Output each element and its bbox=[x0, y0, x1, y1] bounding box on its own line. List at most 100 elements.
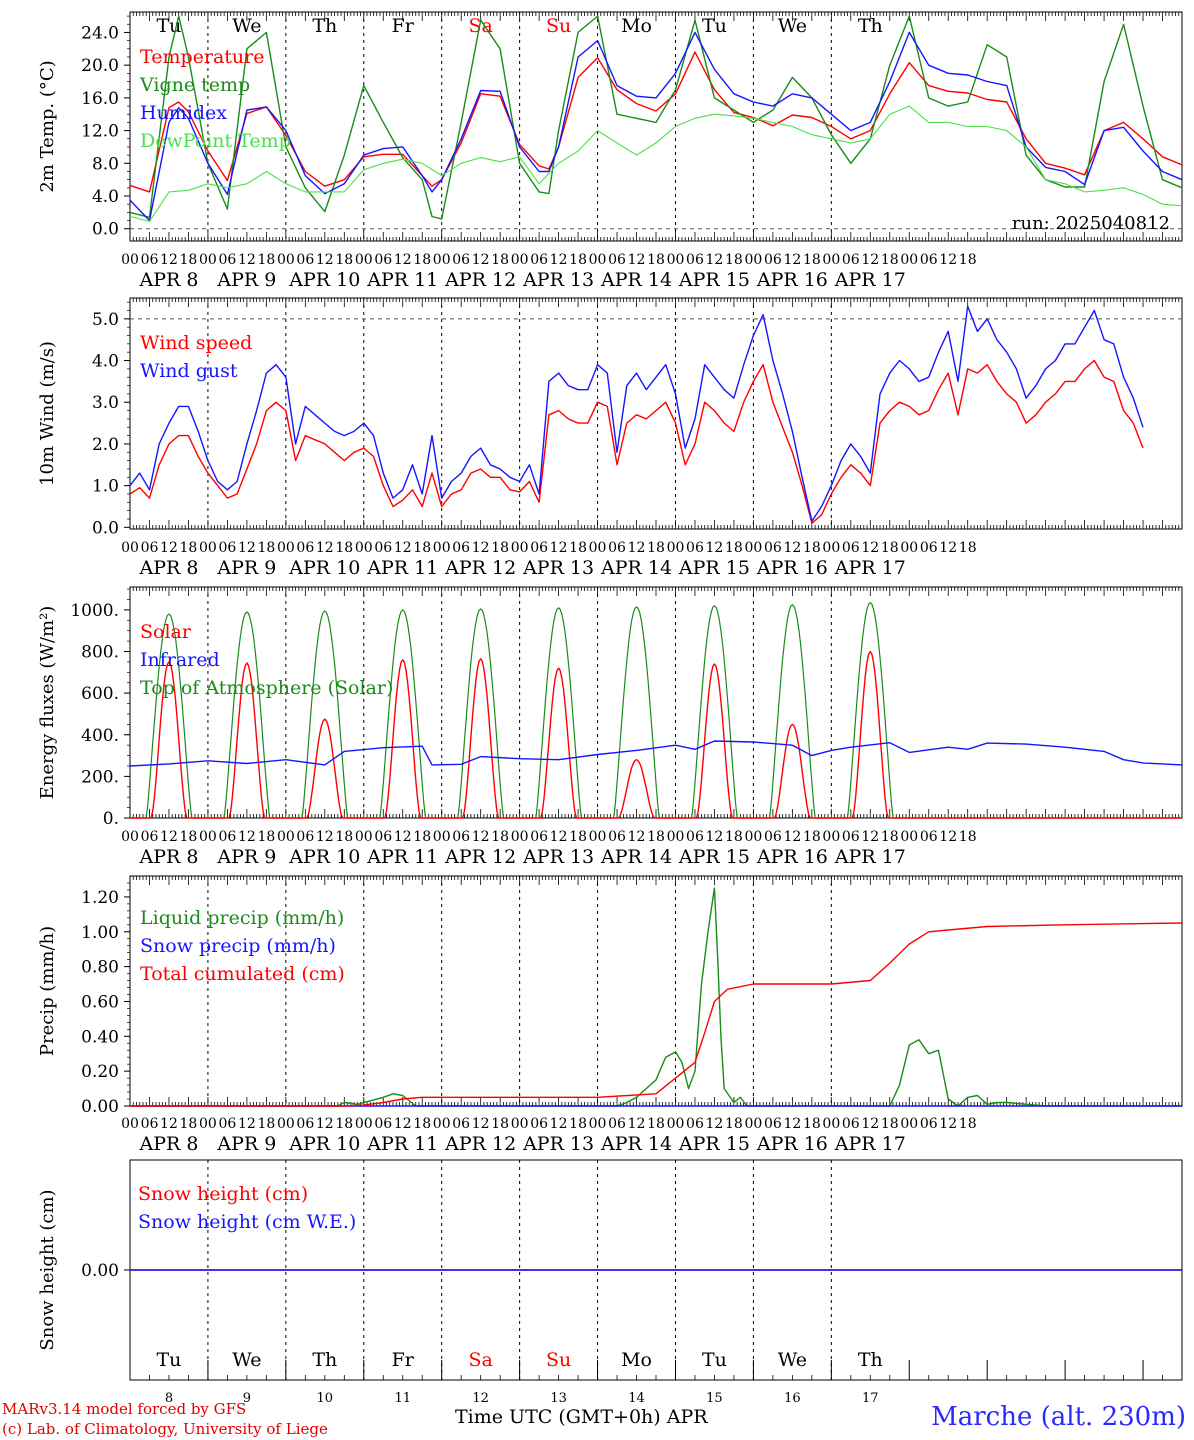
y-tick-label: 0.40 bbox=[81, 1027, 119, 1047]
hour-tick-label: 18 bbox=[647, 252, 665, 268]
hour-tick-label: 06 bbox=[764, 540, 782, 556]
date-label: APR 14 bbox=[600, 1133, 672, 1155]
day-number-label: 12 bbox=[472, 1391, 489, 1406]
hour-tick-label: 18 bbox=[725, 252, 743, 268]
y-tick-label: 0.80 bbox=[81, 958, 119, 978]
hour-tick-label: 00 bbox=[511, 1116, 529, 1132]
hour-tick-label: 06 bbox=[374, 829, 392, 845]
hour-tick-label: 00 bbox=[589, 829, 607, 845]
hour-tick-label: 06 bbox=[530, 829, 548, 845]
hour-tick-label: 06 bbox=[218, 1116, 236, 1132]
hour-tick-label: 06 bbox=[218, 540, 236, 556]
hour-tick-label: 12 bbox=[939, 1116, 957, 1132]
hour-tick-label: 12 bbox=[861, 252, 879, 268]
hour-tick-label: 12 bbox=[939, 540, 957, 556]
hour-tick-label: 12 bbox=[706, 829, 724, 845]
hour-tick-label: 06 bbox=[842, 1116, 860, 1132]
date-label: APR 12 bbox=[444, 557, 516, 579]
hour-tick-label: 00 bbox=[589, 540, 607, 556]
hour-tick-label: 18 bbox=[413, 540, 431, 556]
date-label: APR 15 bbox=[678, 557, 750, 579]
hour-tick-label: 18 bbox=[569, 540, 587, 556]
date-label: APR 14 bbox=[600, 557, 672, 579]
date-label: APR 8 bbox=[138, 1133, 198, 1155]
day-of-week-label: Tu bbox=[157, 1349, 182, 1371]
hour-tick-label: 18 bbox=[725, 1116, 743, 1132]
hour-tick-label: 18 bbox=[491, 829, 509, 845]
series-humidex bbox=[129, 31, 1183, 222]
hour-tick-label: 12 bbox=[394, 829, 412, 845]
hour-tick-label: 12 bbox=[706, 252, 724, 268]
hour-tick-label: 00 bbox=[589, 1116, 607, 1132]
y-tick-label: 200. bbox=[81, 767, 119, 787]
y-tick-label: 2.0 bbox=[92, 435, 119, 455]
day-of-week-label: Th bbox=[312, 15, 337, 37]
hour-tick-label: 00 bbox=[744, 252, 762, 268]
hour-tick-label: 12 bbox=[628, 829, 646, 845]
hour-tick-label: 18 bbox=[257, 829, 275, 845]
date-label: APR 16 bbox=[756, 557, 828, 579]
hour-tick-label: 06 bbox=[686, 1116, 704, 1132]
hour-tick-label: 18 bbox=[881, 829, 899, 845]
hour-tick-label: 00 bbox=[744, 1116, 762, 1132]
date-label: APR 13 bbox=[522, 846, 594, 868]
hour-tick-label: 18 bbox=[335, 1116, 353, 1132]
hour-tick-label: 06 bbox=[530, 540, 548, 556]
hour-tick-label: 06 bbox=[530, 1116, 548, 1132]
date-label: APR 10 bbox=[288, 846, 360, 868]
date-label: APR 11 bbox=[366, 557, 438, 579]
series-vigne-temp bbox=[129, 15, 1183, 220]
date-label: APR 10 bbox=[288, 269, 360, 291]
series-liquid-precip-mm-h bbox=[130, 887, 1182, 1107]
hour-tick-label: 00 bbox=[744, 540, 762, 556]
y-tick-label: 1.20 bbox=[81, 888, 119, 908]
date-label: APR 13 bbox=[522, 269, 594, 291]
hour-tick-label: 12 bbox=[316, 829, 334, 845]
y-tick-label: 600. bbox=[81, 684, 119, 704]
hour-tick-label: 12 bbox=[706, 1116, 724, 1132]
legend-wind-gust: Wind gust bbox=[140, 360, 238, 382]
hour-tick-label: 00 bbox=[433, 540, 451, 556]
hour-tick-label: 18 bbox=[881, 252, 899, 268]
y-tick-label: 12.0 bbox=[81, 122, 119, 142]
hour-tick-label: 18 bbox=[725, 540, 743, 556]
hour-tick-label: 12 bbox=[160, 252, 178, 268]
hour-tick-label: 00 bbox=[900, 829, 918, 845]
hour-tick-label: 12 bbox=[550, 829, 568, 845]
hour-tick-label: 06 bbox=[296, 540, 314, 556]
date-label: APR 12 bbox=[444, 269, 516, 291]
hour-tick-label: 00 bbox=[667, 252, 685, 268]
hour-tick-label: 06 bbox=[296, 252, 314, 268]
hour-tick-label: 18 bbox=[257, 540, 275, 556]
series-solar bbox=[130, 650, 1182, 819]
date-label: APR 13 bbox=[522, 1133, 594, 1155]
day-number-label: 15 bbox=[706, 1391, 723, 1406]
hour-tick-label: 18 bbox=[569, 1116, 587, 1132]
hour-tick-label: 12 bbox=[160, 540, 178, 556]
hour-tick-label: 18 bbox=[647, 1116, 665, 1132]
series-dewpoint-temp bbox=[129, 105, 1183, 222]
hour-tick-label: 12 bbox=[783, 252, 801, 268]
y-tick-label: 0.00 bbox=[81, 1097, 119, 1117]
hour-tick-label: 00 bbox=[199, 829, 217, 845]
credit-model: MARv3.14 model forced by GFS bbox=[2, 1400, 247, 1418]
hour-tick-label: 18 bbox=[569, 252, 587, 268]
hour-tick-label: 18 bbox=[959, 829, 977, 845]
hour-tick-label: 06 bbox=[920, 829, 938, 845]
hour-tick-label: 12 bbox=[238, 1116, 256, 1132]
day-number-label: 16 bbox=[784, 1391, 801, 1406]
hour-tick-label: 12 bbox=[783, 1116, 801, 1132]
hour-tick-label: 00 bbox=[900, 1116, 918, 1132]
date-label: APR 8 bbox=[138, 557, 198, 579]
date-label: APR 17 bbox=[834, 1133, 906, 1155]
hour-tick-label: 18 bbox=[803, 1116, 821, 1132]
date-label: APR 11 bbox=[366, 269, 438, 291]
date-label: APR 9 bbox=[216, 269, 276, 291]
legend-vigne-temp: Vigne temp bbox=[139, 74, 250, 96]
legend-total-cumulated-cm: Total cumulated (cm) bbox=[140, 963, 345, 985]
hour-tick-label: 00 bbox=[355, 540, 373, 556]
hour-tick-label: 06 bbox=[374, 1116, 392, 1132]
date-label: APR 14 bbox=[600, 269, 672, 291]
hour-tick-label: 00 bbox=[355, 252, 373, 268]
hour-tick-label: 12 bbox=[160, 829, 178, 845]
